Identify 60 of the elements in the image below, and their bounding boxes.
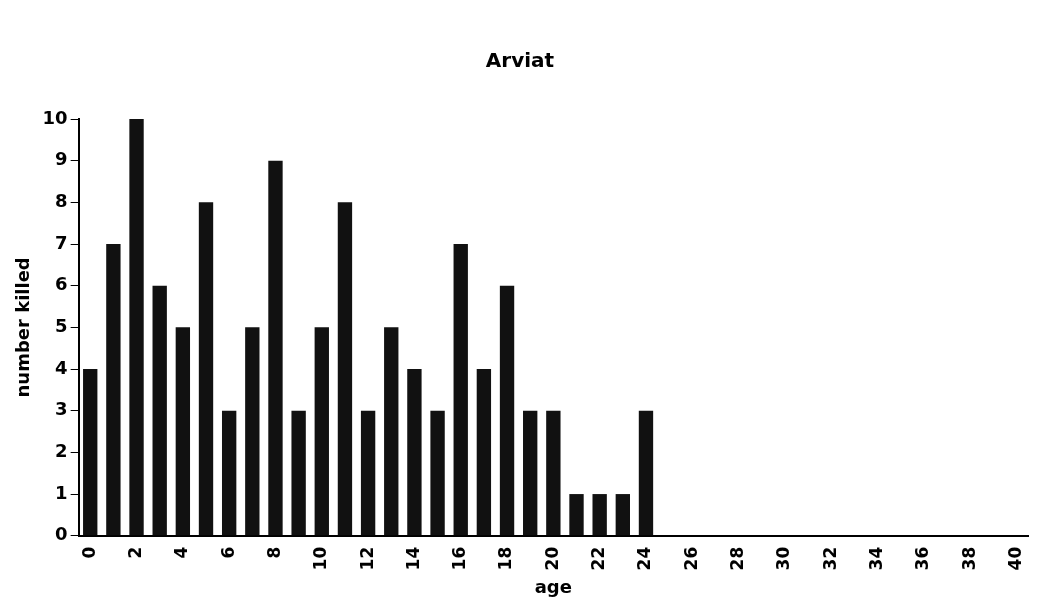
bar <box>453 244 468 536</box>
bar <box>523 410 538 536</box>
y-tick-label: 0 <box>55 523 68 545</box>
y-axis-title: number killed <box>12 257 34 398</box>
bar <box>268 160 283 536</box>
x-tick-label: 38 <box>958 546 979 571</box>
bar <box>129 119 144 536</box>
bar <box>384 327 399 536</box>
bar <box>245 327 260 536</box>
x-tick-label: 18 <box>495 546 516 571</box>
bar <box>83 369 98 536</box>
y-tick-label: 1 <box>55 481 68 503</box>
x-tick-label: 12 <box>356 546 377 571</box>
bar <box>106 244 121 536</box>
x-tick-label: 10 <box>310 546 331 571</box>
y-tick-label: 8 <box>55 190 68 212</box>
bar <box>360 410 376 536</box>
bar <box>499 285 515 536</box>
y-tick-label: 9 <box>55 148 68 170</box>
x-tick-label: 4 <box>171 546 192 559</box>
bar <box>175 327 191 536</box>
bar <box>337 202 353 536</box>
x-tick-label: 36 <box>912 546 933 571</box>
y-tick-label: 7 <box>55 231 68 253</box>
x-tick-label: 30 <box>773 546 794 571</box>
x-tick-label: 2 <box>124 546 145 559</box>
bar <box>314 327 329 536</box>
bar <box>615 494 630 536</box>
x-tick-label: 26 <box>680 546 701 571</box>
x-tick-label: 22 <box>588 546 609 571</box>
x-tick-label: 16 <box>449 546 470 571</box>
y-tick-label: 6 <box>55 273 68 295</box>
x-tick-label: 28 <box>727 546 748 571</box>
y-tick-label: 4 <box>55 356 68 378</box>
bar <box>476 369 492 536</box>
bar <box>291 410 306 536</box>
bar <box>152 285 167 536</box>
bar <box>221 410 237 536</box>
bar <box>407 369 422 536</box>
bar <box>198 202 214 536</box>
y-tick-label: 2 <box>55 440 68 462</box>
y-tick-label: 3 <box>55 398 68 420</box>
bar <box>569 494 584 536</box>
bar <box>592 494 607 536</box>
chart-title: Arviat <box>485 48 555 73</box>
x-tick-label: 6 <box>217 546 238 559</box>
y-tick-label: 5 <box>55 315 68 337</box>
bar <box>430 410 445 536</box>
x-tick-label: 20 <box>541 546 562 571</box>
bar <box>546 410 561 536</box>
x-tick-label: 24 <box>634 546 655 571</box>
x-tick-label: 14 <box>402 546 423 571</box>
x-tick-label: 8 <box>263 546 284 559</box>
x-axis-title: age <box>534 575 572 597</box>
x-tick-label: 34 <box>865 546 886 571</box>
y-tick-label: 10 <box>42 106 68 128</box>
x-tick-label: 0 <box>78 546 99 559</box>
x-tick-label: 32 <box>819 546 840 571</box>
x-tick-label: 40 <box>1004 546 1025 571</box>
bar <box>638 410 654 536</box>
